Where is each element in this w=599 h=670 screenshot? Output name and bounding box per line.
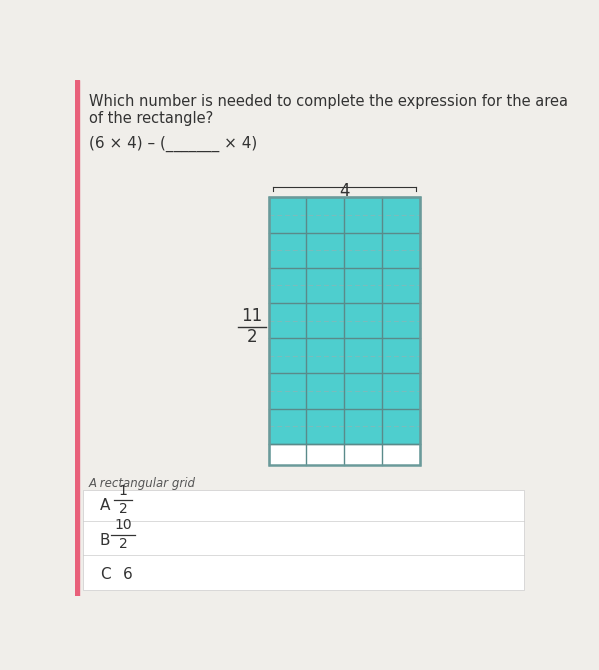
- Text: of the rectangle?: of the rectangle?: [89, 111, 213, 126]
- Text: 4: 4: [339, 182, 349, 200]
- Text: A: A: [99, 498, 110, 513]
- Bar: [83, 490, 524, 590]
- Text: (6 × 4) – (_______ × 4): (6 × 4) – (_______ × 4): [89, 136, 257, 152]
- Text: 10: 10: [114, 519, 132, 533]
- Text: 11: 11: [241, 308, 262, 325]
- Text: 2: 2: [119, 502, 128, 517]
- Text: 1: 1: [119, 484, 128, 498]
- Bar: [75, 80, 79, 596]
- Text: C: C: [99, 567, 110, 582]
- Bar: [268, 198, 420, 466]
- Text: Which number is needed to complete the expression for the area: Which number is needed to complete the e…: [89, 94, 568, 109]
- Text: B: B: [99, 533, 110, 547]
- Bar: [268, 444, 420, 466]
- Text: 6: 6: [123, 567, 132, 582]
- Text: A rectangular grid: A rectangular grid: [89, 477, 196, 490]
- Text: 2: 2: [119, 537, 128, 551]
- Bar: [268, 198, 420, 444]
- Text: 2: 2: [246, 328, 257, 346]
